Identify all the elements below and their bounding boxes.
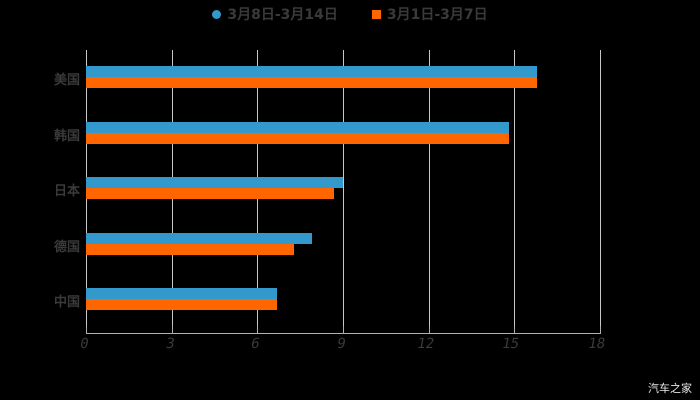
category-label: 日本 xyxy=(53,184,80,199)
x-tick xyxy=(257,326,259,334)
x-tick-label: 18 xyxy=(586,336,607,352)
x-tick xyxy=(600,326,601,334)
x-tick-label: 15 xyxy=(501,336,521,352)
x-tick xyxy=(343,326,344,334)
bar[interactable] xyxy=(86,188,335,199)
x-tick-label: 0 xyxy=(78,336,90,352)
gridline xyxy=(428,50,430,326)
legend: 3月8日-3月14日 3月1日-3月7日 xyxy=(0,4,700,24)
bar[interactable] xyxy=(86,288,278,299)
x-tick xyxy=(428,326,430,334)
bar[interactable] xyxy=(86,243,295,255)
legend-circle-icon xyxy=(212,9,222,19)
x-tick-label: 3 xyxy=(164,336,176,352)
category-label: 美国 xyxy=(53,73,80,88)
legend-square-icon xyxy=(371,9,381,19)
bar[interactable] xyxy=(86,66,538,77)
category-label: 中国 xyxy=(53,295,80,310)
x-tick-label: 12 xyxy=(415,336,436,352)
bar[interactable] xyxy=(86,132,509,144)
legend-item[interactable]: 3月8日-3月14日 xyxy=(212,4,338,24)
gridline xyxy=(514,50,516,326)
x-tick xyxy=(86,326,87,334)
x-tick xyxy=(171,326,173,334)
bar[interactable] xyxy=(86,121,509,133)
gridline xyxy=(600,50,601,326)
watermark: 汽车之家 xyxy=(648,382,692,395)
category-label: 德国 xyxy=(53,239,80,255)
bar[interactable] xyxy=(86,232,312,244)
legend-label: 3月8日-3月14日 xyxy=(227,7,338,23)
x-tick-label: 6 xyxy=(250,336,262,352)
x-tick-label: 9 xyxy=(335,336,347,352)
bar[interactable] xyxy=(86,177,343,188)
legend-label: 3月1日-3月7日 xyxy=(386,7,488,23)
category-label: 韩国 xyxy=(53,128,80,144)
gridline xyxy=(343,50,344,326)
x-tick xyxy=(514,326,516,334)
bar[interactable] xyxy=(86,77,538,88)
bar[interactable] xyxy=(86,299,278,310)
legend-item[interactable]: 3月1日-3月7日 xyxy=(371,4,488,24)
